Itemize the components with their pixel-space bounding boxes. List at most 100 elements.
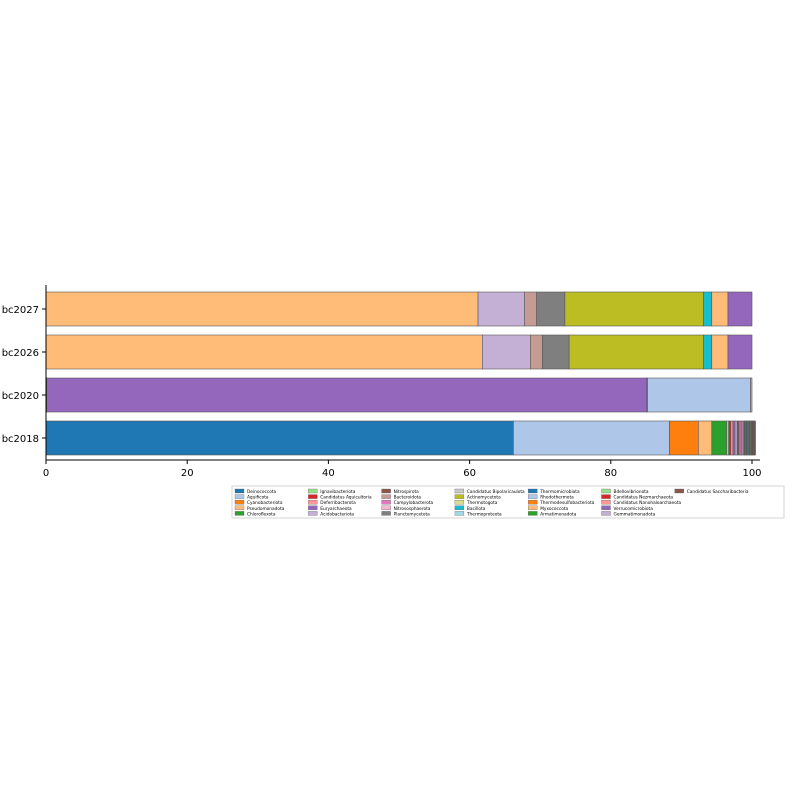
legend-swatch [381,505,391,510]
y-tick-label: bc2020 [2,391,39,402]
bar-segment-bc2027-3 [45,291,479,327]
x-tick-label: 80 [604,468,617,479]
y-tick-label: bc2018 [2,434,39,445]
legend-item: Thermomicrobiota [528,488,580,495]
y-tick-label: bc2026 [2,348,39,359]
legend-swatch [381,494,391,499]
bar-segment-bc2027-28 [727,291,753,327]
legend-swatch [601,488,611,494]
legend-swatch [454,505,465,510]
bar-segment-bc2027-14 [536,291,566,327]
legend-label: Deferribacterota [320,500,356,506]
legend-item: Candidatus Aquicultoria [308,494,372,501]
bar-row-bc2020 [45,377,753,413]
bar-row-bc2018 [45,420,756,456]
legend-swatch [308,511,318,516]
bar-segment-bc2027-11 [524,291,537,327]
legend-label: Planctomycetota [394,511,431,517]
legend-item: Euryarchaeota [308,505,352,512]
x-axis: 0 20 40 60 80 100 [43,459,762,479]
legend-label: Gemmatimonadota [614,511,656,517]
legend-swatch [528,500,538,505]
bar-row-bc2026 [45,334,753,370]
legend-swatch [308,500,318,505]
legend-label: Verrucomicrobiota [614,506,654,512]
legend-label: Deinococcota [247,489,277,495]
bar-segment-bc2018-4 [711,420,727,456]
bar-segment-bc2026-9 [482,334,531,370]
legend-item: Deferribacterota [308,500,356,506]
legend-swatch [234,500,245,505]
legend-label: Euryarchaeota [320,506,352,512]
legend: DeinococcotaAquificotaCyanobacteriotaPse… [231,485,785,519]
legend-item: Candidatus Nanohaloarchaeota [601,500,682,506]
legend-label: Chloroflexota [247,511,276,517]
legend-label: Acidobacteriota [320,511,354,517]
legend-swatch [674,488,684,494]
legend-item: Rhodothermota [528,494,574,501]
legend-label: Rhodothermota [540,495,574,501]
bar-segment-bc2026-23 [711,334,729,370]
legend-item: Planctomycetota [381,511,431,517]
bar-segment-bc2026-14 [542,334,570,370]
bar-segment-bc2018-0 [45,420,514,456]
legend-swatch [308,494,318,499]
x-tick-label: 40 [322,468,335,479]
legend-label: Aquificota [247,495,269,501]
bar-segment-bc2020-8 [46,377,648,413]
legend-swatch [308,505,318,510]
bar-segment-bc2026-3 [45,334,483,370]
legend-label: Candidatus Aquicultoria [320,495,372,501]
legend-item: Aquificota [234,494,269,501]
bar-segment-bc2027-23 [711,291,729,327]
legend-label: Candidatus Nanohaloarchaeota [614,500,682,506]
legend-label: Cyanobacteriota [247,500,283,506]
legend-swatch [528,511,538,516]
legend-item: Thermotogota [454,500,498,506]
legend-item: Ignavibacteriota [308,488,356,495]
legend-swatch [528,494,538,499]
legend-item: Bacillota [454,505,486,512]
legend-label: Nitrospirota [394,489,420,495]
legend-label: Campylobacterota [394,500,434,506]
legend-item: Gemmatimonadota [601,511,656,517]
legend-label: Thermomicrobiota [539,489,580,495]
bar-segment-bc2026-28 [727,334,753,370]
legend-swatch [381,488,391,494]
legend-item: Bdellovibrionota [601,488,649,495]
legend-swatch [601,511,611,516]
legend-item: Armatimonadota [528,511,577,517]
bar-segment-bc2026-16 [568,334,704,370]
legend-swatch [601,500,611,505]
legend-item: Thermoproteota [454,511,502,517]
bar-segment-bc2018-9 [734,420,738,456]
legend-swatch [381,500,391,505]
bar-segment-bc2027-9 [477,291,525,327]
plot-area [45,291,756,456]
bar-segment-bc2026-11 [530,334,543,370]
legend-item: Candidatus Nezmarchaeota [601,494,674,501]
bar-segment-bc2018-30 [754,420,756,456]
bar-segment-bc2018-7 [730,420,734,456]
legend-label: Thermoproteota [466,511,502,517]
y-axis: bc2018 bc2020 bc2026 bc2027 [2,285,47,460]
legend-item: Verrucomicrobiota [601,505,654,512]
legend-item: Chloroflexota [234,511,276,517]
legend-item: Acidobacteriota [308,511,354,517]
legend-item: Nitrososphaerota [381,505,431,512]
legend-label: Candidatus Bipolaricaulota [467,489,525,495]
legend-swatch [528,488,538,494]
x-tick-label: 20 [181,468,194,479]
legend-item: Candidatus Bipolaricaulota [454,488,525,495]
bar-segment-bc2020-21 [647,377,751,413]
legend-swatch [454,488,465,494]
legend-label: Thermodesulfobacteriota [539,500,594,506]
legend-label: Candidatus Nezmarchaeota [614,495,674,501]
legend-label: Bdellovibrionota [614,489,649,495]
legend-label: Bacillota [467,506,486,512]
legend-swatch [454,494,465,499]
legend-item: Nitrospirota [381,488,420,495]
legend-swatch [234,511,245,516]
legend-swatch [381,511,391,516]
legend-swatch [454,511,465,516]
